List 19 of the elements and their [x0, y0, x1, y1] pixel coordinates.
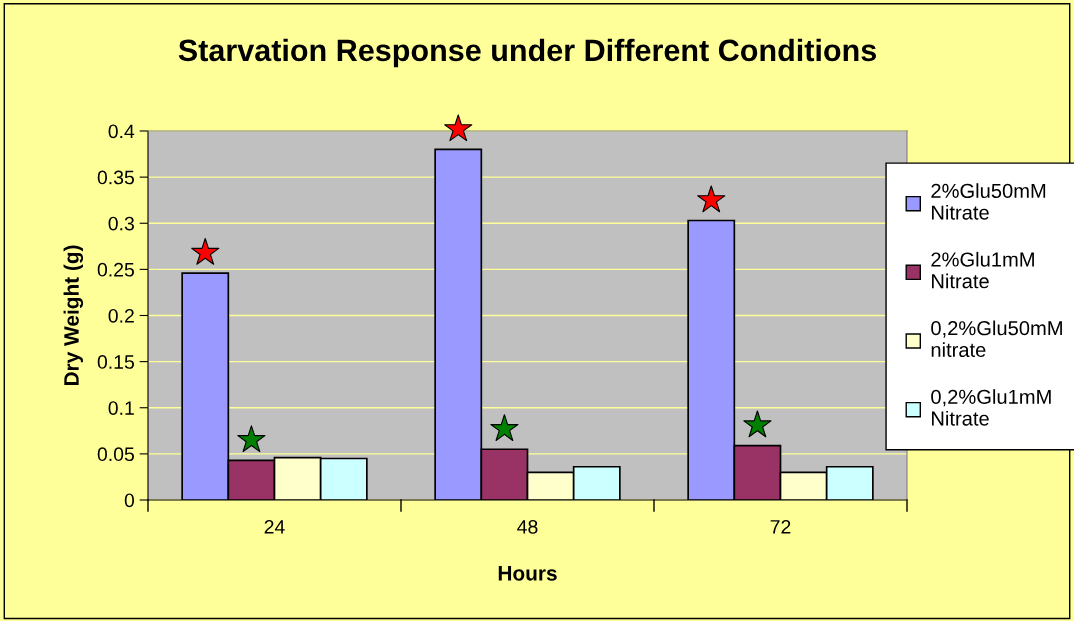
y-tick-label: 0.25	[97, 262, 134, 277]
legend-label: 2%Glu1mM Nitrate	[931, 251, 1034, 289]
y-tick-label: 0.2	[108, 308, 134, 323]
legend-label: 0,2%Glu50mM nitrate	[931, 320, 1062, 358]
x-tick-label: 48	[517, 519, 538, 534]
x-tick-label: 24	[264, 519, 285, 534]
legend-label: 0,2%Glu1mM Nitrate	[931, 389, 1051, 426]
y-tick-label: 0.3	[108, 216, 134, 231]
x-axis-title: Hours	[498, 566, 557, 581]
y-tick-label: 0.05	[97, 447, 134, 462]
y-tick-label: 0.15	[97, 355, 134, 369]
y-tick-label: 0.1	[108, 401, 134, 415]
y-tick-label: 0.35	[97, 170, 134, 185]
y-tick-label: 0	[124, 493, 135, 508]
chart-title: Starvation Response under Different Conditions	[178, 38, 876, 68]
x-tick-label: 72	[770, 519, 791, 534]
y-axis-title: Dry Weight (g)	[63, 245, 84, 386]
legend-label: 2%Glu50mM Nitrate	[931, 183, 1046, 220]
y-tick-label: 0.4	[108, 124, 135, 139]
